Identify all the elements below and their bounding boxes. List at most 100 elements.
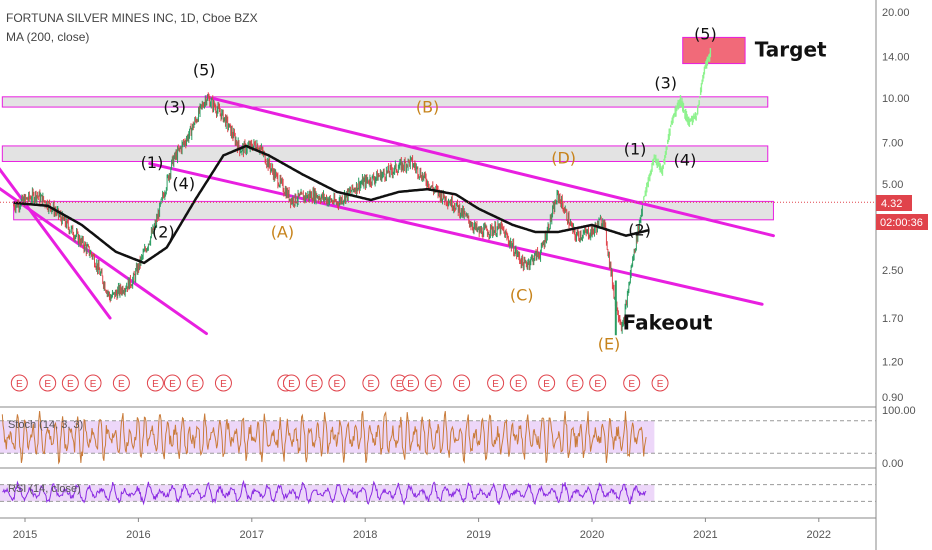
earnings-letter: E <box>594 379 601 390</box>
zone-0 <box>1 96 769 108</box>
trendline-2 <box>204 95 775 238</box>
earnings-circle <box>61 374 79 392</box>
earnings-circle <box>186 374 204 392</box>
earnings-marker-1: E <box>39 374 57 392</box>
wave-label-12: (3) <box>654 73 677 92</box>
time-axis: 2015 2016 2017 2018 2019 2020 2021 2022 <box>13 518 831 541</box>
earnings-marker-3: E <box>84 374 102 392</box>
stoch-label: Stoch (14, 3, 3) <box>8 419 83 431</box>
price-tick-8: 1.20 <box>882 356 903 368</box>
earnings-letter: E <box>396 379 403 390</box>
earnings-marker-16: E <box>424 374 442 392</box>
earnings-marker-7: E <box>186 374 204 392</box>
earnings-letter: E <box>152 379 159 390</box>
earnings-circle <box>214 374 232 392</box>
price-candles <box>13 92 643 336</box>
wave-label-1: (3) <box>163 98 186 117</box>
wave-label-4: (2) <box>152 223 175 242</box>
earnings-letter: E <box>220 379 227 390</box>
earnings-marker-13: E <box>362 374 380 392</box>
earnings-marker-18: E <box>487 374 505 392</box>
earnings-circle <box>623 374 641 392</box>
price-tick-4: 5.00 <box>882 179 903 191</box>
earnings-circle <box>453 374 471 392</box>
earnings-marker-0: E <box>10 374 28 392</box>
earnings-circle <box>424 374 442 392</box>
last-price-badge <box>876 195 912 211</box>
earnings-circle <box>402 374 420 392</box>
earnings-letter: E <box>16 379 23 390</box>
earnings-marker-6: E <box>163 374 181 392</box>
earnings-marker-8: E <box>214 374 232 392</box>
earnings-letter: E <box>657 379 664 390</box>
earnings-marker-22: E <box>589 374 607 392</box>
rsi-pane-line <box>2 479 647 506</box>
earnings-marker-24: E <box>651 374 669 392</box>
earnings-marker-10: E <box>282 374 300 392</box>
time-tick-5: 2020 <box>580 529 604 541</box>
target-label: Target <box>755 38 827 62</box>
ma-legend: MA (200, close) <box>6 30 89 44</box>
price-tick-7: 1.70 <box>882 313 903 325</box>
ma200-line <box>13 144 650 265</box>
wave-label-13: (4) <box>674 151 697 170</box>
last-price-value: 4.32 <box>881 198 902 210</box>
stoch-pane-line <box>1 410 647 465</box>
rsi-pane-band <box>0 484 655 502</box>
earnings-letter: E <box>628 379 635 390</box>
wave-label-8: (D) <box>551 149 576 168</box>
earnings-letter: E <box>118 379 125 390</box>
earnings-circle <box>651 374 669 392</box>
price-tick-1: 14.00 <box>882 51 910 63</box>
price-tick-9: 0.90 <box>882 392 903 404</box>
earnings-circle <box>305 374 323 392</box>
rsi-pane <box>0 479 876 506</box>
earnings-marker-20: E <box>538 374 556 392</box>
earnings-marker-19: E <box>509 374 527 392</box>
time-tick-4: 2019 <box>466 529 490 541</box>
earnings-circle <box>362 374 380 392</box>
wave-label-5: (A) <box>271 223 294 242</box>
wave-label-3: (4) <box>172 174 195 193</box>
earnings-circle <box>509 374 527 392</box>
resistance-zones <box>1 36 774 221</box>
stochastic-pane <box>0 410 876 465</box>
earnings-markers: EEEEEEEEEEEEEEEEEEEEEEEEE <box>10 374 669 392</box>
earnings-circle <box>487 374 505 392</box>
wave-label-10: (1) <box>624 139 647 158</box>
trendline-3 <box>148 162 764 306</box>
earnings-marker-11: E <box>305 374 323 392</box>
ma200-path <box>13 144 650 265</box>
earnings-marker-4: E <box>112 374 130 392</box>
earnings-letter: E <box>492 379 499 390</box>
earnings-letter: E <box>430 379 437 390</box>
time-tick-0: 2015 <box>13 529 37 541</box>
earnings-circle <box>589 374 607 392</box>
earnings-marker-2: E <box>61 374 79 392</box>
wave-label-7: (C) <box>510 285 534 304</box>
time-tick-3: 2018 <box>353 529 377 541</box>
earnings-marker-12: E <box>328 374 346 392</box>
trendline-0 <box>0 167 112 320</box>
earnings-circle <box>112 374 130 392</box>
time-tick-2: 2017 <box>240 529 264 541</box>
earnings-letter: E <box>44 379 51 390</box>
earnings-letter: E <box>368 379 375 390</box>
wave-label-11: (2) <box>628 221 651 240</box>
target-zone <box>682 36 746 65</box>
earnings-marker-23: E <box>623 374 641 392</box>
price-tick-0: 20.00 <box>882 7 910 19</box>
earnings-circle <box>538 374 556 392</box>
trendlines <box>0 95 775 336</box>
earnings-circle <box>328 374 346 392</box>
earnings-letter: E <box>192 379 199 390</box>
earnings-letter: E <box>407 379 414 390</box>
earnings-marker-15: E <box>402 374 420 392</box>
earnings-letter: E <box>458 379 465 390</box>
earnings-circle <box>39 374 57 392</box>
price-tick-2: 10.00 <box>882 93 910 105</box>
earnings-letter: E <box>288 379 295 390</box>
earnings-marker-17: E <box>453 374 471 392</box>
